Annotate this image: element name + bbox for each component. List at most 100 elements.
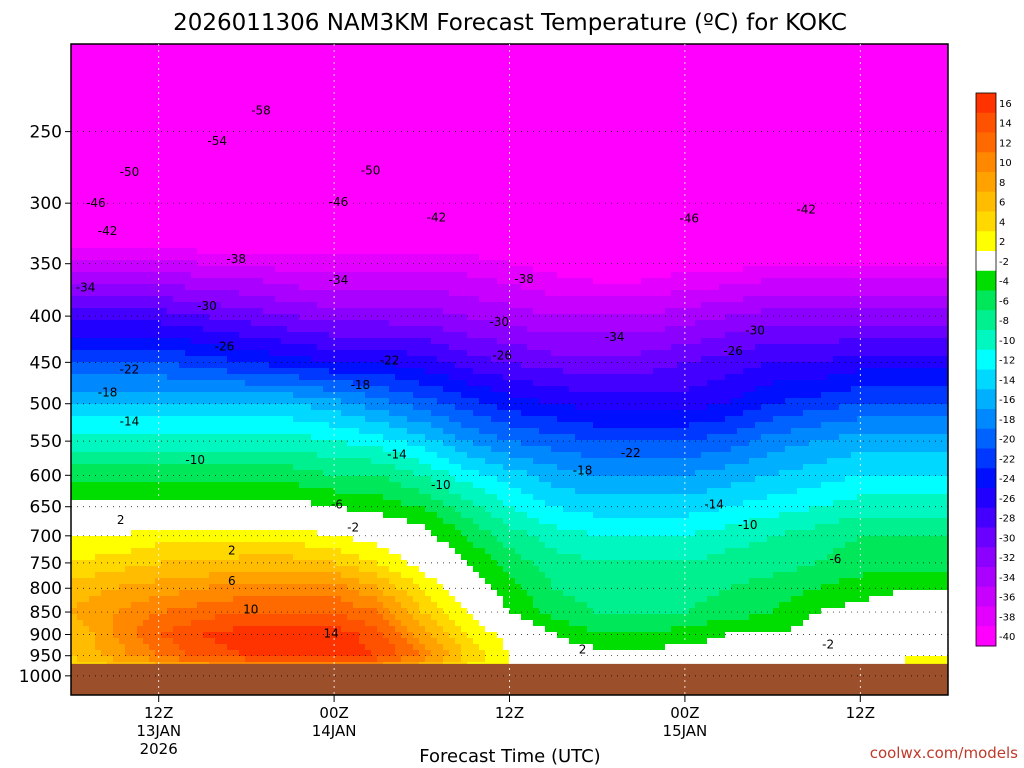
isotherm-label: 6 (228, 574, 236, 588)
colorbar-swatch (976, 349, 996, 370)
isotherm-label: -34 (329, 273, 349, 287)
colorbar-swatch (976, 152, 996, 173)
colorbar-tick-label: -26 (999, 494, 1015, 505)
isotherm-label: -34 (76, 281, 96, 295)
colorbar-tick-label: 14 (999, 119, 1012, 130)
isotherm-label: -42 (98, 224, 118, 238)
x-axis-label: Forecast Time (UTC) (419, 746, 600, 767)
isotherm-label: -46 (329, 195, 349, 209)
colorbar-tick-label: 2 (999, 237, 1005, 248)
isotherm-label: 10 (243, 603, 258, 617)
isotherm-label: 2 (228, 544, 236, 558)
colorbar-swatch (976, 527, 996, 548)
isotherm-label: -18 (98, 386, 118, 400)
pressure-tick-label: 500 (30, 395, 62, 415)
pressure-tick-label: 450 (30, 353, 62, 373)
colorbar-swatch (976, 270, 996, 291)
isotherm-label: 2 (579, 642, 587, 656)
isotherm-label: -30 (489, 315, 509, 329)
time-tick-label: 13JAN (136, 722, 181, 740)
colorbar-swatch (976, 488, 996, 509)
time-tick-label: 12Z (495, 704, 524, 722)
site-credit: coolwx.com/models (870, 744, 1018, 762)
pressure-tick-label: 900 (30, 625, 62, 645)
colorbar-tick-label: -34 (999, 573, 1015, 584)
isotherm-label: -18 (351, 378, 371, 392)
chart-title: 2026011306 NAM3KM Forecast Temperature (… (173, 10, 847, 36)
colorbar-swatch (976, 448, 996, 469)
colorbar-tick-label: 16 (999, 99, 1012, 110)
isotherm-label: -50 (120, 165, 140, 179)
pressure-tick-label: 550 (30, 432, 62, 452)
isotherm-label: -10 (431, 478, 451, 492)
time-tick-label: 00Z (319, 704, 348, 722)
colorbar-swatch (976, 231, 996, 252)
colorbar-swatch (976, 93, 996, 114)
pressure-tick-label: 1000 (19, 667, 62, 687)
colorbar-swatch (976, 626, 996, 647)
isotherm-label: -38 (514, 272, 534, 286)
colorbar-swatch (976, 330, 996, 351)
colorbar-tick-label: -4 (999, 277, 1009, 288)
colorbar-swatch (976, 112, 996, 133)
colorbar-tick-label: -40 (999, 632, 1015, 643)
isotherm-labels: -58-54-50 -50-46 -46-46-42-42-42-38-38-34-… (76, 104, 842, 657)
isotherm-label: -14 (704, 497, 724, 511)
colorbar-tick-label: -2 (999, 257, 1009, 268)
colorbar-tick-label: -36 (999, 593, 1015, 604)
isotherm-label: -22 (380, 354, 400, 368)
colorbar-swatch (976, 369, 996, 390)
pressure-tick-label: 600 (30, 466, 62, 486)
colorbar-swatch (976, 172, 996, 193)
isotherm-label: -26 (723, 344, 743, 358)
pressure-tick-label: 300 (30, 194, 62, 214)
pressure-tick-label: 650 (30, 498, 62, 518)
colorbar-tick-label: -22 (999, 454, 1015, 465)
isotherm-label: -6 (331, 497, 343, 511)
isotherm-label: -6 (829, 552, 841, 566)
isotherm-label: -2 (822, 637, 834, 651)
colorbar-tick-label: -14 (999, 375, 1015, 386)
time-tick-label: 12Z (144, 704, 173, 722)
colorbar-tick-label: -38 (999, 612, 1015, 623)
colorbar-tick-label: 4 (999, 217, 1005, 228)
colorbar-tick-label: 8 (999, 178, 1005, 189)
colorbar-swatch (976, 310, 996, 331)
colorbar-frame (975, 92, 997, 647)
time-tick-label: 14JAN (312, 722, 357, 740)
colorbar-swatch (976, 567, 996, 588)
isotherm-label: -30 (745, 324, 765, 338)
colorbar-tick-label: -6 (999, 296, 1009, 307)
colorbar-swatch (976, 290, 996, 311)
time-tick-label: 12Z (846, 704, 875, 722)
isotherm-label: -22 (621, 446, 641, 460)
isotherm-label: -26 (492, 348, 512, 362)
time-tick-label: 00Z (670, 704, 699, 722)
pressure-tick-label: 950 (30, 647, 62, 667)
isotherm-label: -42 (796, 203, 816, 217)
isotherm-label: 14 (324, 627, 339, 641)
colorbar-tick-label: 10 (999, 158, 1012, 169)
temperature-field (71, 44, 948, 695)
colorbar-tick-label: -32 (999, 553, 1015, 564)
pressure-tick-label: 700 (30, 527, 62, 547)
isotherm-label: -26 (215, 339, 235, 353)
colorbar-swatch (976, 507, 996, 528)
colorbar-tick-label: -28 (999, 514, 1015, 525)
colorbar-tick-label: -12 (999, 356, 1015, 367)
time-tick-label: 15JAN (663, 722, 708, 740)
isotherm-label: -50 (361, 163, 381, 177)
isotherm-label: -58 (251, 104, 271, 118)
time-tick-label: 2026 (140, 740, 178, 758)
colorbar-swatch (976, 428, 996, 449)
colorbar-swatch (976, 547, 996, 568)
colorbar-swatch (976, 132, 996, 153)
pressure-tick-label: 800 (30, 579, 62, 599)
pressure-tick-label: 750 (30, 554, 62, 574)
colorbar-tick-label: 6 (999, 198, 1005, 209)
colorbar-swatch (976, 586, 996, 607)
isotherm-label: -18 (573, 464, 593, 478)
pressure-tick-label: 350 (30, 255, 62, 275)
